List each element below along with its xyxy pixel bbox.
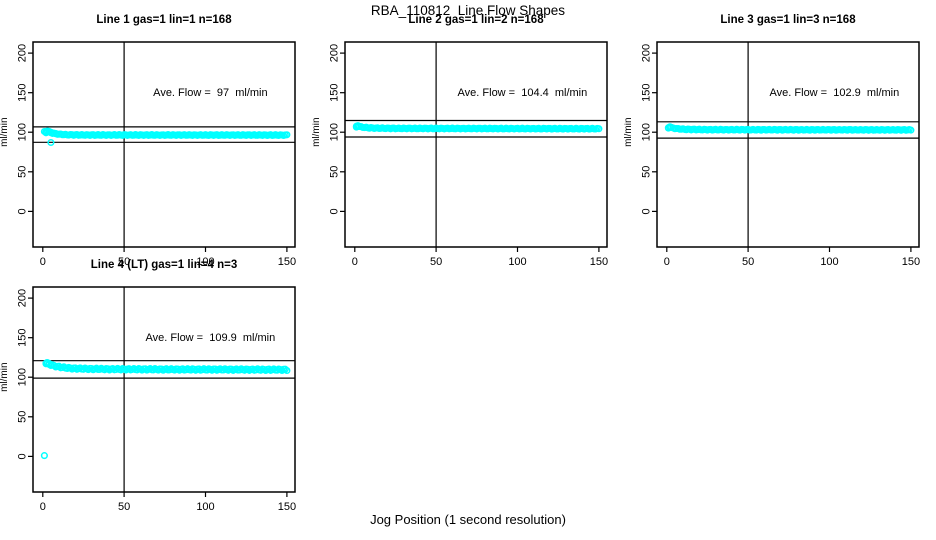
svg-text:100: 100 (196, 501, 214, 513)
svg-text:150: 150 (16, 329, 28, 347)
svg-text:200: 200 (329, 44, 341, 62)
svg-text:50: 50 (329, 166, 341, 178)
svg-text:50: 50 (17, 411, 29, 423)
ave-flow-annotation: Ave. Flow = 97 ml/min (153, 87, 268, 100)
panel-title: Line 1 gas=1 lin=1 n=168 (96, 14, 232, 26)
svg-text:0: 0 (40, 256, 46, 268)
ave-flow-annotation: Ave. Flow = 102.9 ml/min (769, 87, 900, 100)
svg-text:100: 100 (17, 368, 29, 386)
svg-text:50: 50 (118, 256, 130, 268)
svg-text:150: 150 (641, 84, 653, 102)
figure-title: RBA_110812 Line Flow Shapes (370, 3, 566, 18)
svg-text:50: 50 (17, 166, 29, 178)
svg-text:100: 100 (641, 123, 653, 141)
panel-title: Line 3 gas=1 lin=3 n=168 (720, 14, 856, 26)
svg-text:100: 100 (820, 256, 838, 268)
svg-text:50: 50 (641, 166, 653, 178)
svg-text:50: 50 (118, 501, 130, 513)
svg-text:100: 100 (508, 256, 526, 268)
svg-text:150: 150 (590, 256, 608, 268)
panel-line-1: Line 1 gas=1 lin=1 n=168 0 50 100 150 200 ml/… (0, 14, 302, 275)
plot-canvas: 0 50 100 150 200 ml/min 0 50 100 150 (624, 41, 920, 268)
svg-text:50: 50 (430, 256, 442, 268)
ave-flow-annotation: Ave. Flow = 109.9 ml/min (145, 332, 276, 345)
plot-canvas: 0 50 100 150 200 ml/min 0 50 100 150 (312, 41, 608, 268)
svg-text:100: 100 (329, 123, 341, 141)
plot-canvas: 0 50 100 150 200 ml/min 0 50 100 150 (0, 286, 296, 513)
svg-text:0: 0 (664, 256, 670, 268)
svg-text:100: 100 (17, 123, 29, 141)
svg-text:150: 150 (16, 84, 28, 102)
panel-line-4: Line 4 (LT) gas=1 lin=4 n=3 0 50 100 150 200… (0, 259, 302, 520)
panel-line-2: Line 2 gas=1 lin=2 n=168 0 50 100 150 200 ml/… (312, 14, 614, 275)
svg-text:200: 200 (17, 289, 29, 307)
svg-text:200: 200 (17, 44, 29, 62)
svg-text:150: 150 (278, 256, 296, 268)
svg-text:150: 150 (278, 501, 296, 513)
svg-text:0: 0 (40, 501, 46, 513)
svg-text:150: 150 (902, 256, 920, 268)
ave-flow-annotation: Ave. Flow = 104.4 ml/min (457, 87, 588, 100)
svg-text:ml/min: ml/min (0, 362, 10, 391)
svg-text:150: 150 (329, 84, 341, 102)
svg-text:ml/min: ml/min (624, 117, 634, 146)
svg-text:0: 0 (352, 256, 358, 268)
svg-text:200: 200 (641, 44, 653, 62)
svg-text:ml/min: ml/min (0, 117, 10, 146)
svg-text:0: 0 (17, 208, 29, 214)
svg-text:100: 100 (196, 256, 214, 268)
panel-title: Line 2 gas=1 lin=2 n=168 (408, 14, 544, 26)
svg-text:0: 0 (17, 453, 29, 459)
svg-text:50: 50 (742, 256, 754, 268)
panel-title: Line 4 (LT) gas=1 lin=4 n=3 (90, 259, 238, 271)
x-axis-title: Jog Position (1 second resolution) (370, 512, 566, 527)
svg-text:0: 0 (329, 208, 341, 214)
plot-canvas: 0 50 100 150 200 ml/min 0 50 100 150 (0, 41, 296, 268)
svg-text:0: 0 (641, 208, 653, 214)
svg-text:ml/min: ml/min (312, 117, 322, 146)
panel-line-3: Line 3 gas=1 lin=3 n=168 0 50 100 150 200 ml/… (624, 14, 926, 275)
